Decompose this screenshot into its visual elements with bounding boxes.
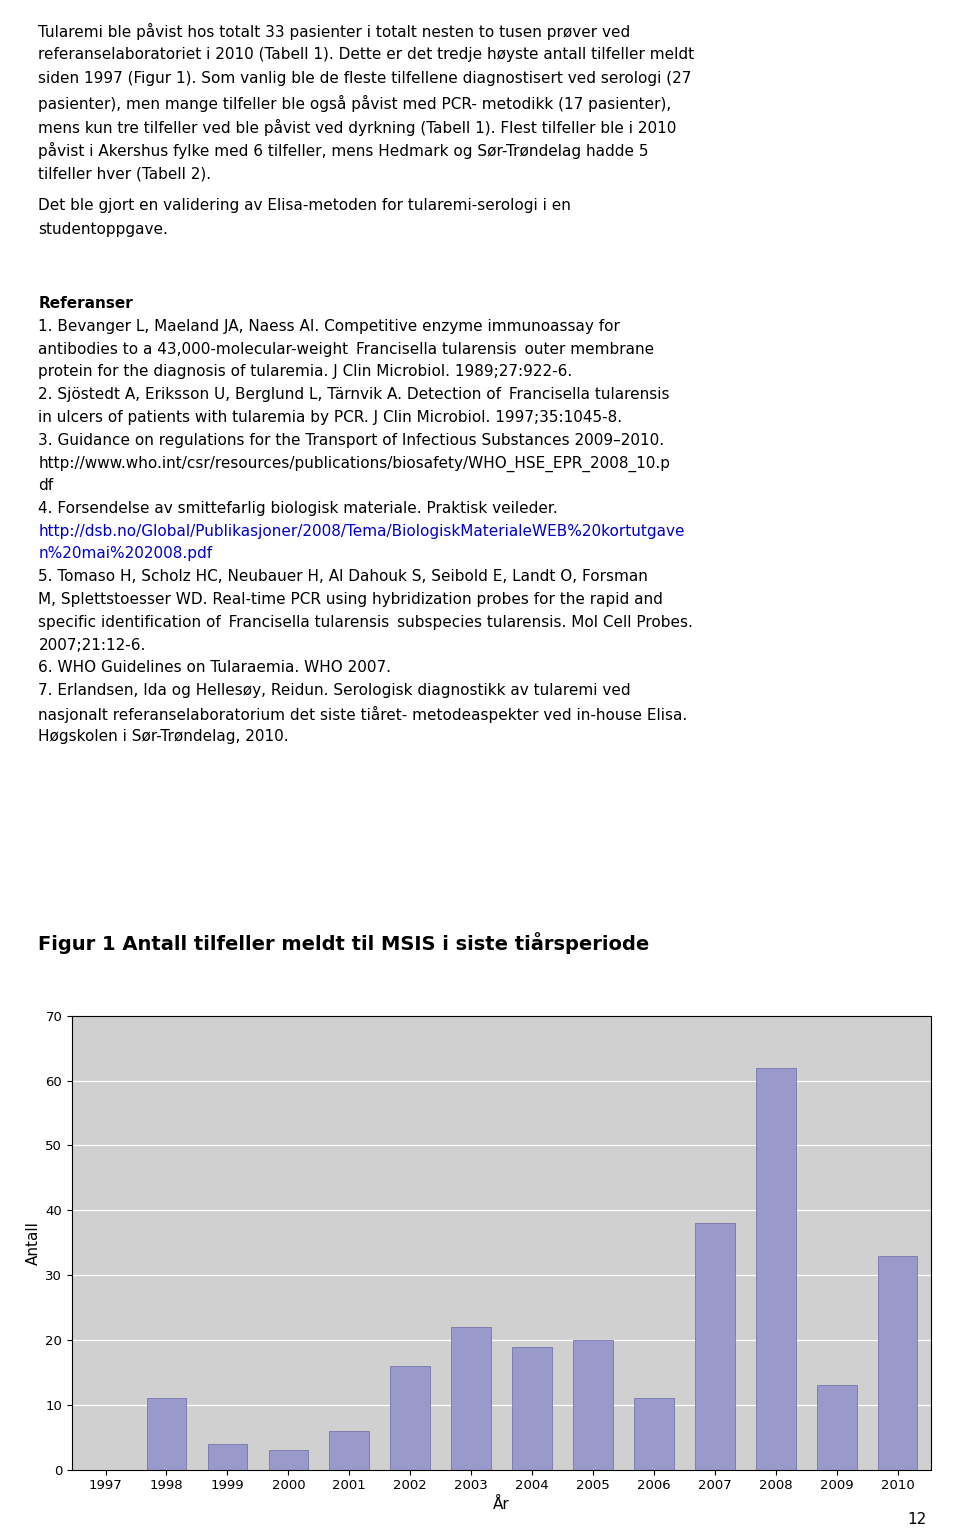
Bar [877, 1256, 918, 1470]
Text: df: df [38, 479, 54, 492]
Text: Figur 1 Antall tilfeller meldt til MSIS i siste tiårsperiode: Figur 1 Antall tilfeller meldt til MSIS … [38, 933, 650, 954]
Text: påvist i Akershus fylke med 6 tilfeller, mens Hedmark og Sør-Trøndelag hadde 5: påvist i Akershus fylke med 6 tilfeller,… [38, 142, 649, 160]
Bar [573, 1340, 612, 1470]
Bar [756, 1068, 796, 1470]
Text: protein for the diagnosis of tularemia. J Clin Microbiol. 1989;27:922-6.: protein for the diagnosis of tularemia. … [38, 365, 573, 379]
Text: Det ble gjort en validering av Elisa-metoden for tularemi-serologi i en: Det ble gjort en validering av Elisa-met… [38, 199, 571, 214]
Text: nasjonalt referanselaboratorium det siste tiåret- metodeaspekter ved in-house El: nasjonalt referanselaboratorium det sist… [38, 706, 687, 723]
Text: Tularemi ble påvist hos totalt 33 pasienter i totalt nesten to tusen prøver ved: Tularemi ble påvist hos totalt 33 pasien… [38, 23, 631, 40]
Text: M, Splettstoesser WD. Real-time PCR using hybridization probes for the rapid and: M, Splettstoesser WD. Real-time PCR usin… [38, 593, 663, 606]
Text: siden 1997 (Figur 1). Som vanlig ble de fleste tilfellene diagnostisert ved sero: siden 1997 (Figur 1). Som vanlig ble de … [38, 71, 692, 86]
Text: 2. Sjöstedt A, Eriksson U, Berglund L, Tärnvik A. Detection of  Francisella tula: 2. Sjöstedt A, Eriksson U, Berglund L, T… [38, 386, 670, 402]
Text: tilfeller hver (Tabell 2).: tilfeller hver (Tabell 2). [38, 166, 211, 182]
Text: specific identification of  Francisella tularensis  subspecies tularensis. Mol C: specific identification of Francisella t… [38, 616, 693, 629]
Y-axis label: Antall: Antall [26, 1220, 41, 1265]
Bar [329, 1431, 369, 1470]
Text: 7. Erlandsen, Ida og Hellesøy, Reidun. Serologisk diagnostikk av tularemi ved: 7. Erlandsen, Ida og Hellesøy, Reidun. S… [38, 683, 631, 699]
Text: n%20mai%202008.pdf: n%20mai%202008.pdf [38, 546, 212, 562]
Text: http://www.who.int/csr/resources/publications/biosafety/WHO_HSE_EPR_2008_10.p: http://www.who.int/csr/resources/publica… [38, 456, 670, 471]
Text: 6. WHO Guidelines on Tularaemia. WHO 2007.: 6. WHO Guidelines on Tularaemia. WHO 200… [38, 660, 392, 676]
Bar [147, 1399, 186, 1470]
Bar [817, 1385, 856, 1470]
Bar [451, 1327, 491, 1470]
Text: mens kun tre tilfeller ved ble påvist ved dyrkning (Tabell 1). Flest tilfeller b: mens kun tre tilfeller ved ble påvist ve… [38, 119, 677, 135]
Bar [269, 1450, 308, 1470]
Text: 3. Guidance on regulations for the Transport of Infectious Substances 2009–2010.: 3. Guidance on regulations for the Trans… [38, 432, 664, 448]
Text: 1. Bevanger L, Maeland JA, Naess AI. Competitive enzyme immunoassay for: 1. Bevanger L, Maeland JA, Naess AI. Com… [38, 319, 620, 334]
Text: http://dsb.no/Global/Publikasjoner/2008/Tema/BiologiskMaterialeWEB%20kortutgave: http://dsb.no/Global/Publikasjoner/2008/… [38, 523, 684, 539]
Text: 4. Forsendelse av smittefarlig biologisk materiale. Praktisk veileder.: 4. Forsendelse av smittefarlig biologisk… [38, 500, 558, 516]
Text: referanselaboratoriet i 2010 (Tabell 1). Dette er det tredje høyste antall tilfe: referanselaboratoriet i 2010 (Tabell 1).… [38, 46, 694, 62]
Text: Høgskolen i Sør-Trøndelag, 2010.: Høgskolen i Sør-Trøndelag, 2010. [38, 729, 289, 743]
Text: pasienter), men mange tilfeller ble også påvist med PCR- metodikk (17 pasienter): pasienter), men mange tilfeller ble også… [38, 94, 672, 112]
Text: antibodies to a 43,000-molecular-weight  Francisella tularensis  outer membrane: antibodies to a 43,000-molecular-weight … [38, 342, 655, 357]
Bar [207, 1444, 247, 1470]
Text: 2007;21:12-6.: 2007;21:12-6. [38, 637, 146, 653]
Text: in ulcers of patients with tularemia by PCR. J Clin Microbiol. 1997;35:1045-8.: in ulcers of patients with tularemia by … [38, 409, 622, 425]
Bar [391, 1367, 430, 1470]
Text: 5. Tomaso H, Scholz HC, Neubauer H, Al Dahouk S, Seibold E, Landt O, Forsman: 5. Tomaso H, Scholz HC, Neubauer H, Al D… [38, 569, 648, 585]
Text: Referanser: Referanser [38, 295, 133, 311]
Text: 12: 12 [907, 1511, 926, 1527]
Text: studentoppgave.: studentoppgave. [38, 222, 168, 237]
X-axis label: År: År [493, 1496, 510, 1511]
Bar [695, 1224, 734, 1470]
Bar [635, 1399, 674, 1470]
Bar [513, 1347, 552, 1470]
